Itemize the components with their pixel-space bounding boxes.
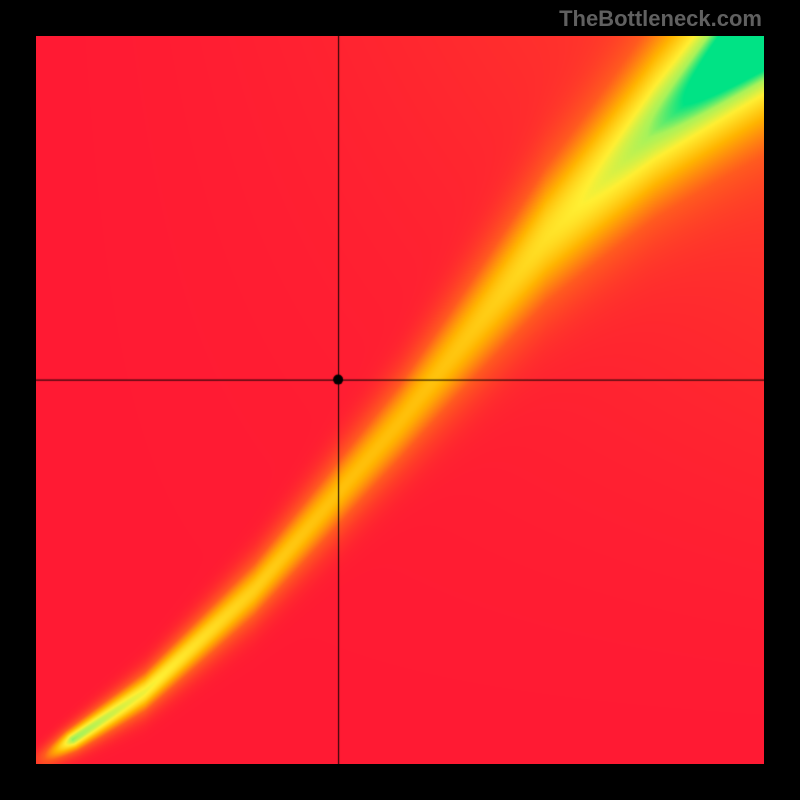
heatmap-canvas: [36, 36, 764, 764]
watermark-text: TheBottleneck.com: [559, 6, 762, 32]
chart-container: TheBottleneck.com: [0, 0, 800, 800]
